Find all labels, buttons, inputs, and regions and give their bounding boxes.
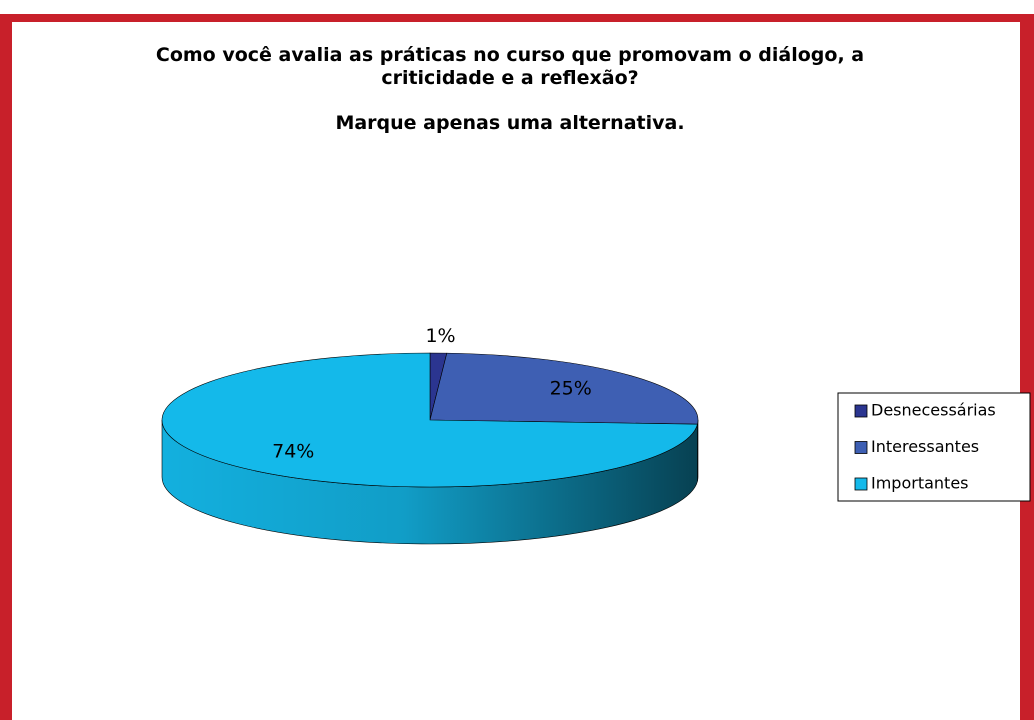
legend-label: Importantes [871, 474, 969, 493]
chart-subtitle: Marque apenas uma alternativa. [335, 112, 685, 134]
legend-swatch [854, 404, 868, 418]
frame [0, 14, 1034, 720]
slice-top [161, 352, 698, 488]
data-label: 74% [272, 441, 314, 463]
legend-swatch [854, 477, 868, 491]
legend-label: Interessantes [871, 437, 979, 456]
legend-swatch [854, 441, 868, 454]
legend-label: Desnecessárias [871, 401, 996, 420]
slice-top [429, 352, 699, 425]
data-label: 1% [425, 325, 455, 347]
chart-title: Como você avalia as práticas no curso qu… [155, 44, 865, 89]
side-shade [161, 420, 698, 545]
data-label: 25% [550, 377, 592, 399]
titles: Como você avalia as práticas no curso qu… [120, 44, 900, 135]
legend-box [837, 392, 1031, 502]
